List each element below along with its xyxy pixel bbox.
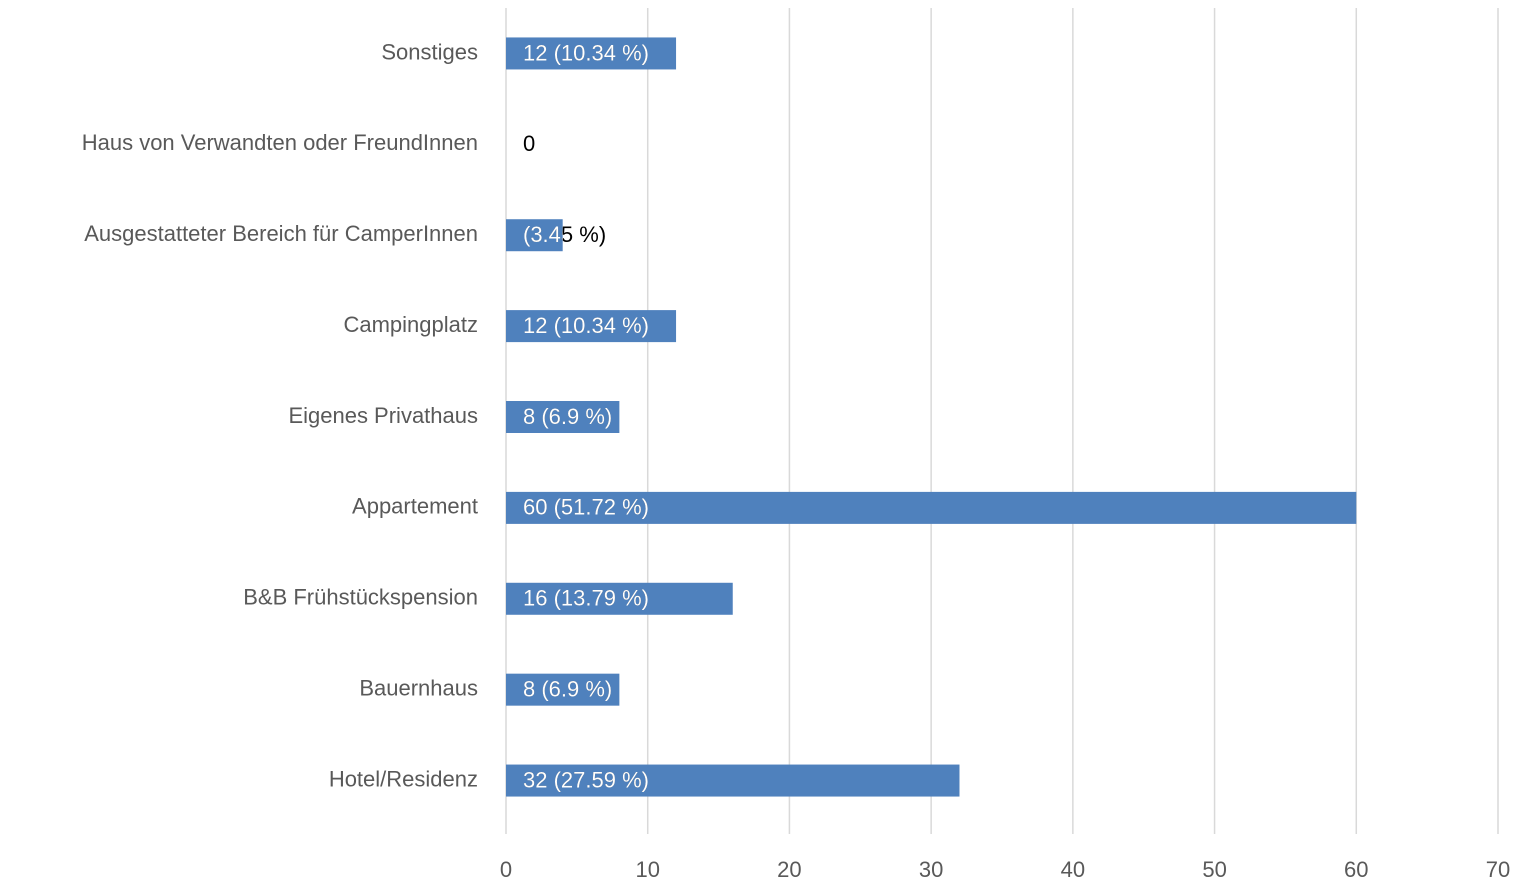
category-label: Ausgestatteter Bereich für CamperInnen [84, 221, 478, 246]
x-tick-label: 0 [500, 857, 512, 882]
bar [506, 310, 677, 343]
data-label: 32 (27.59 %) [523, 767, 649, 792]
bar [506, 219, 563, 252]
bar [506, 582, 733, 615]
data-label: 0 [523, 131, 535, 156]
x-tick-label: 50 [1202, 857, 1226, 882]
data-label: 60 (51.72 %) [523, 495, 649, 520]
data-label: 12 (10.34 %) [523, 40, 649, 65]
x-tick-label: 20 [777, 857, 801, 882]
x-tick-label: 30 [919, 857, 943, 882]
x-tick-label: 40 [1061, 857, 1085, 882]
bar [506, 401, 620, 433]
category-label: Hotel/Residenz [329, 766, 478, 791]
category-label: Appartement [352, 494, 478, 519]
x-tick-label: 60 [1344, 857, 1368, 882]
data-label-on-bar: 12 (10.34 %) [523, 313, 649, 338]
category-label: Eigenes Privathaus [288, 403, 478, 428]
data-label-on-bar: 12 (10.34 %) [523, 40, 649, 65]
x-tick-label: 70 [1486, 857, 1510, 882]
data-label-on-bar: 32 (27.59 %) [523, 767, 649, 792]
x-tick-label: 10 [635, 857, 659, 882]
data-label-on-bar: 8 (6.9 %) [523, 404, 612, 429]
data-label: 12 (10.34 %) [523, 313, 649, 338]
category-label: Haus von Verwandten oder FreundInnen [82, 130, 478, 155]
bar [506, 673, 620, 706]
category-label: Bauernhaus [359, 675, 478, 700]
data-label-on-bar: 8 (6.9 %) [523, 676, 612, 701]
bar [506, 37, 677, 70]
data-label: 8 (6.9 %) [523, 404, 612, 429]
category-label: B&B Frühstückspension [243, 585, 478, 610]
data-label: 16 (13.79 %) [523, 586, 649, 611]
data-label: 8 (6.9 %) [523, 676, 612, 701]
data-label: (3.45 %) [523, 222, 606, 247]
bar [506, 491, 1357, 524]
bar [506, 764, 960, 797]
category-label: Sonstiges [381, 39, 478, 64]
category-label: Campingplatz [343, 312, 478, 337]
data-label-on-bar: (3.45 %) [523, 222, 606, 247]
data-label-on-bar: 60 (51.72 %) [523, 495, 649, 520]
data-label-on-bar: 16 (13.79 %) [523, 586, 649, 611]
